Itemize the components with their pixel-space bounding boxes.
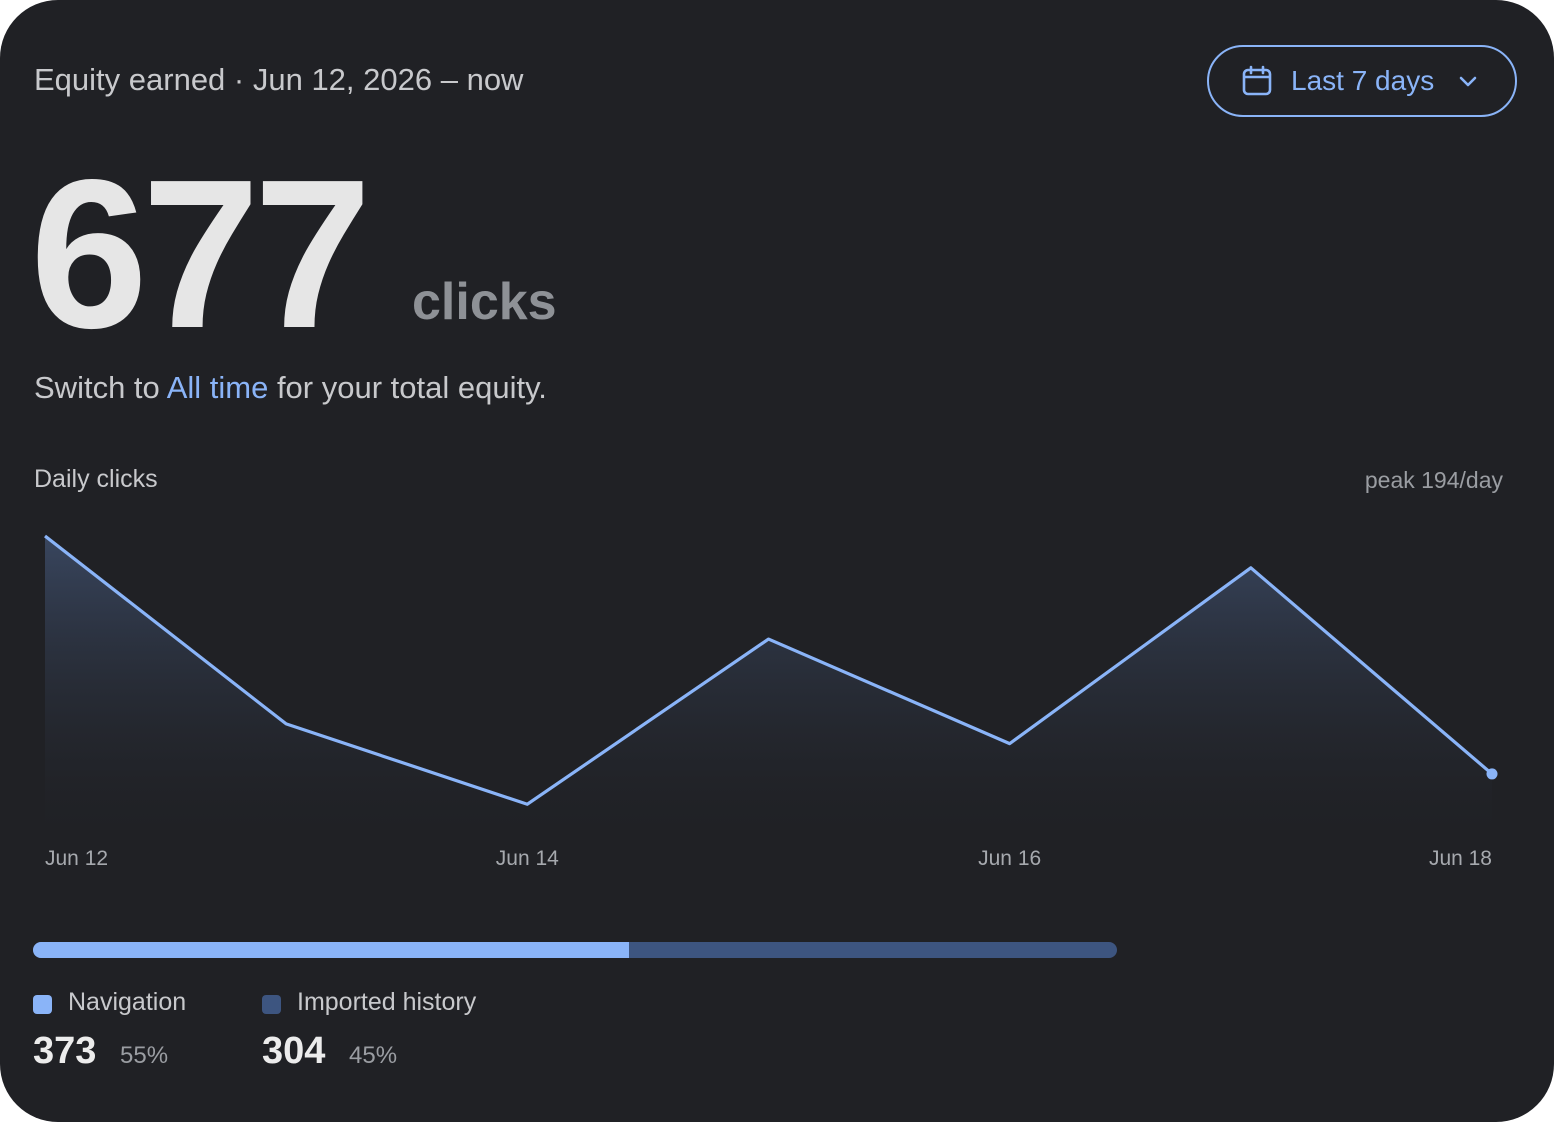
chart-title: Daily clicks (34, 465, 158, 493)
chart-series-line (44, 534, 1494, 806)
x-tick-jun-16: Jun 16 (978, 847, 1041, 870)
imported-history-percent: 45% (349, 1042, 398, 1069)
navigation-percent: 55% (120, 1042, 169, 1069)
navigation-swatch (33, 995, 52, 1014)
navigation-share-fill (33, 942, 630, 958)
date-range-label: Last 7 days (1291, 65, 1435, 96)
all-time-link[interactable]: All time (166, 370, 269, 405)
chevron-down-icon (1456, 69, 1480, 93)
total-clicks-unit: clicks (412, 273, 557, 331)
x-tick-jun-12: Jun 12 (45, 847, 108, 870)
chart-area-fill (45, 536, 1492, 830)
imported-history-swatch (262, 995, 281, 1014)
legend-navigation-label: Navigation (68, 988, 187, 1016)
navigation-value: 373 (33, 1030, 97, 1072)
x-tick-jun-18: Jun 18 (1429, 847, 1492, 870)
calendar-icon (1241, 65, 1273, 97)
all-time-hint: Switch to All time for your total equity… (34, 370, 547, 406)
legend-imported-history-label: Imported history (297, 988, 477, 1016)
date-range-dropdown[interactable]: Last 7 days (1207, 45, 1517, 117)
hint-suffix: for your total equity. (268, 370, 547, 405)
chart-point-jun-18 (1486, 768, 1498, 780)
chart-peak-annotation: peak 194/day (1364, 467, 1503, 493)
x-tick-jun-14: Jun 14 (496, 847, 559, 870)
card-title: Equity earned · Jun 12, 2026 – now (34, 62, 524, 97)
total-clicks-value: 677 (30, 135, 372, 372)
hint-prefix: Switch to (34, 370, 167, 405)
source-split-bar (33, 942, 1117, 958)
imported-history-value: 304 (262, 1030, 326, 1072)
